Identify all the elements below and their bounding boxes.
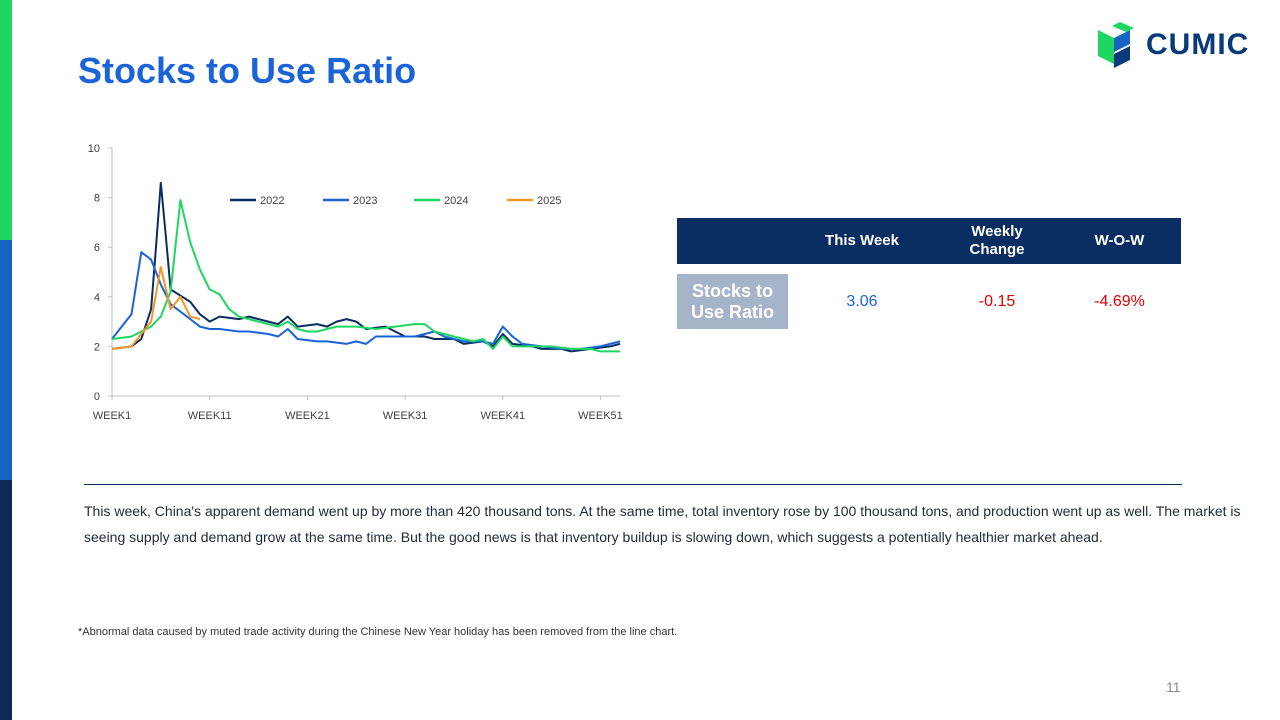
stocks-to-use-line-chart: 0 2 4 6 8 10 WEEK1 WEEK11 WEEK21 WEEK31 WEEK41 WEEK… [88,143,623,422]
weekly-change-value: -0.15 [978,292,1016,310]
legend-label-2024: 2024 [444,195,468,207]
y-tick-label: 0 [94,391,100,403]
x-tick-label: WEEK31 [383,410,428,422]
cumic-logo: CUMIC [1096,20,1256,70]
table-row: Stocks to Use Ratio 3.06 -0.15 -4.69% [677,274,1181,332]
page-title: Stocks to Use Ratio [78,50,417,91]
x-tick-label: WEEK41 [480,410,525,422]
y-tick-label: 8 [94,193,100,205]
header-this-week: This Week [825,232,899,249]
header-wow: W-O-W [1094,232,1145,249]
x-tick-label: WEEK11 [188,410,232,422]
series-line-2025 [111,266,201,350]
x-tick-label: WEEK1 [93,410,132,422]
x-tick-label: WEEK51 [578,410,623,422]
x-tick-label: WEEK21 [285,410,330,422]
legend-label-2023: 2023 [353,195,377,207]
divider-line [84,484,1182,485]
summary-table-header: This Week Weekly Change W-O-W [677,218,1181,264]
footnote: *Abnormal data caused by muted trade act… [78,626,678,638]
header-weekly-change: Weekly Change [936,218,1058,264]
page-number: 11 [1166,679,1181,695]
y-tick-label: 10 [88,143,100,155]
summary-table: This Week Weekly Change W-O-W Stocks to … [677,218,1181,332]
side-accent-green [0,0,12,260]
side-accent-blue [0,240,12,480]
legend-label-2022: 2022 [260,195,284,207]
series-line-2023 [111,251,621,350]
this-week-value: 3.06 [846,292,878,310]
cumic-logo-mark-icon [1098,22,1134,68]
row-label-text: Stocks to Use Ratio [690,280,775,322]
logo-text: CUMIC [1146,28,1250,61]
commentary-text: This week, China's apparent demand went … [84,503,1241,545]
header-empty [677,218,788,264]
header-weekly-change-label: Weekly Change [969,223,1025,258]
side-accent-navy [0,480,12,720]
row-label: Stocks to Use Ratio [677,274,788,329]
y-tick-label: 4 [94,292,100,304]
wow-value: -4.69% [1094,292,1145,310]
series-line-2024 [111,199,620,353]
side-accent-bar [0,0,12,720]
legend-label-2025: 2025 [537,195,561,207]
series-line-2022 [111,181,621,353]
y-tick-label: 6 [94,242,100,254]
y-tick-label: 2 [94,341,100,353]
